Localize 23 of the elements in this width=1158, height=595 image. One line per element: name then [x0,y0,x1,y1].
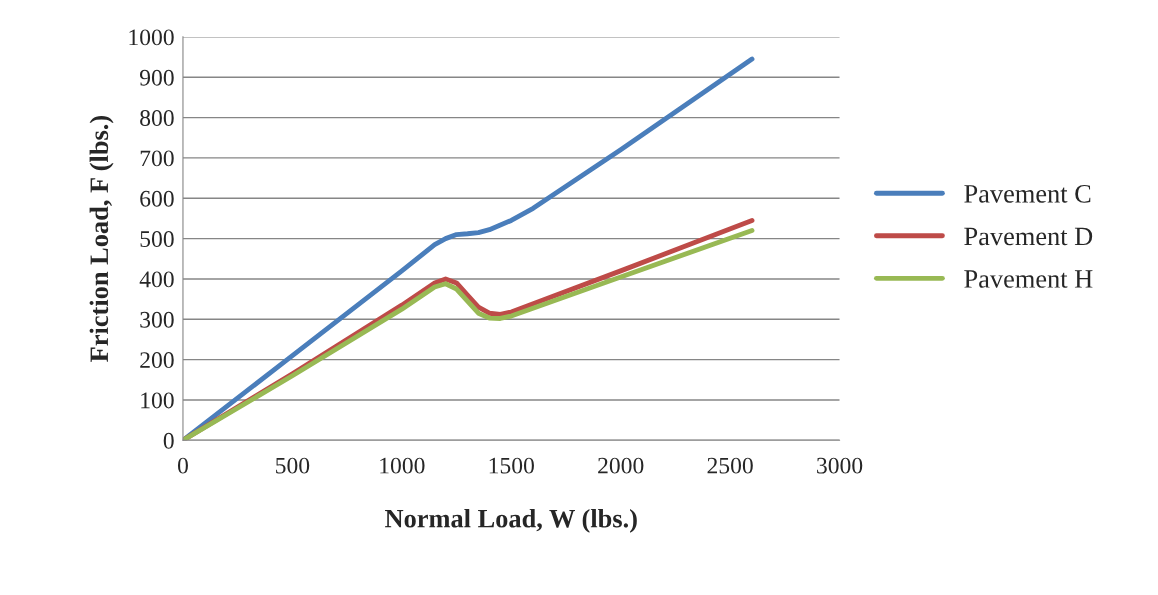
y-tick-label: 1000 [129,29,174,46]
y-tick-label: 500 [140,231,174,248]
y-tick-label: 200 [140,352,174,369]
legend-label: Pavement H [964,270,1093,288]
x-tick-label: 0 [177,457,188,474]
x-tick-label: 2500 [707,457,753,474]
x-axis-title: Normal Load, W (lbs.) [385,508,637,533]
y-tick-label: 700 [140,150,174,167]
legend-label: Pavement D [964,227,1093,246]
legend-label: Pavement C [964,184,1091,203]
y-tick-label: 0 [163,432,174,449]
x-tick-label: 500 [276,457,310,474]
y-tick-label: 800 [140,110,174,126]
y-axis-title: Friction Load, F (lbs.) [89,116,114,362]
x-tick-label: 2000 [598,457,644,474]
x-tick-label: 3000 [817,457,863,474]
y-tick-label: 900 [139,69,174,86]
y-tick-label: 300 [140,311,174,328]
x-tick-label: 1000 [380,457,425,474]
y-tick-label: 400 [139,271,174,288]
y-tick-label: 100 [141,392,174,409]
x-tick-label: 1500 [489,457,534,474]
y-tick-label: 600 [140,190,174,207]
